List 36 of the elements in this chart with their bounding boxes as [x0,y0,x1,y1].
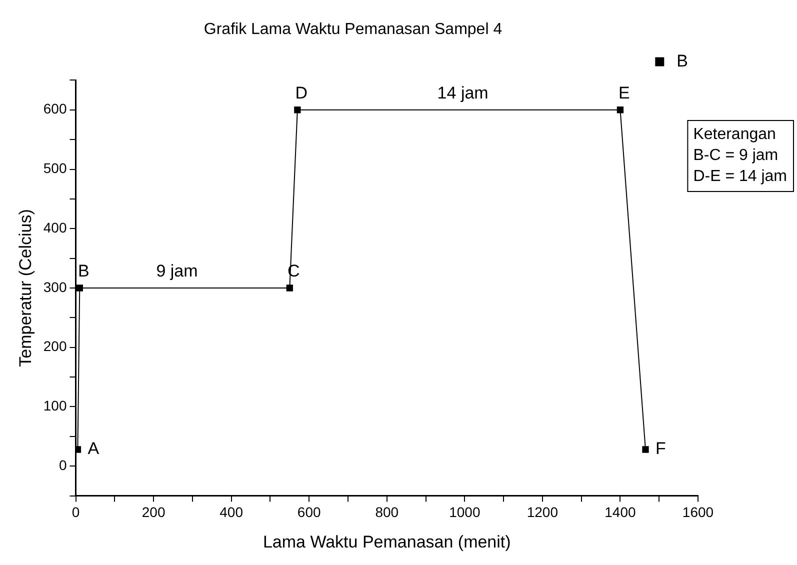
point [616,106,624,114]
annotation: B-C = 9 jam [693,146,778,164]
annotation: D [295,84,308,103]
chart-title: Grafik Lama Waktu Pemanasan Sampel 4 [204,21,502,38]
point [76,446,82,453]
annotation: F [656,439,666,458]
annotation: B [78,262,90,281]
annotation: E [618,84,630,103]
x-tick-label: 800 [375,504,399,520]
y-tick-label: 300 [43,278,67,295]
x-tick-label: 400 [220,504,244,520]
y-tick-label: 200 [43,338,67,354]
y-axis-title: Temperatur (Celcius) [16,209,35,367]
x-tick-label: 1000 [449,504,480,520]
annotation: D-E = 14 jam [693,168,787,185]
x-tick-label: 600 [297,504,321,520]
x-tick-label: 1200 [526,504,558,520]
annotation: 14 jam [437,84,488,103]
y-tick-label: 600 [43,100,67,117]
annotation: Keterangan [693,126,776,143]
x-tick-label: 0 [72,504,80,520]
point [294,106,301,114]
x-axis-title: Lama Waktu Pemanasan (menit) [262,532,511,552]
y-tick-label: 100 [43,398,67,414]
point [286,284,293,292]
annotation: A [88,439,100,458]
x-tick-label: 200 [142,504,166,520]
legend-label: B [676,51,688,70]
y-tick-label: 0 [58,456,67,473]
point [76,284,83,292]
annotation: 9 jam [156,262,198,281]
y-tick-label: 500 [43,160,67,176]
x-tick-label: 1400 [604,504,636,520]
x-tick-label: 1600 [682,504,714,520]
y-tick-label: 400 [43,219,67,236]
point [642,446,649,453]
